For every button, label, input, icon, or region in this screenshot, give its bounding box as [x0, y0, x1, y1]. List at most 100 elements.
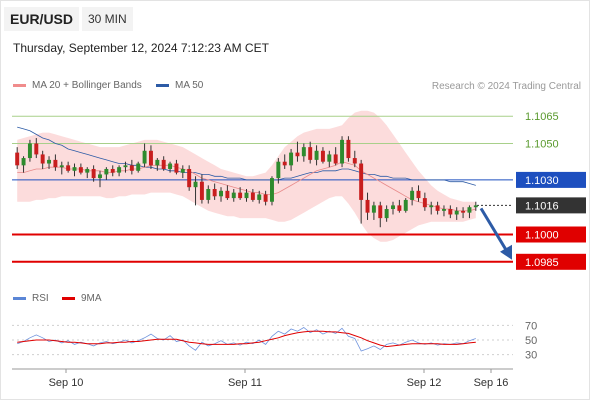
candle-body	[282, 161, 287, 166]
timeframe-button[interactable]: 30 MIN	[82, 7, 133, 31]
candle-body	[129, 165, 134, 171]
candle	[282, 154, 287, 169]
candle	[129, 159, 134, 175]
legend-ma50: MA 50	[156, 80, 203, 91]
level-tag-1.1030: 1.1030	[516, 171, 586, 188]
candle-body	[333, 154, 338, 164]
forecast-arrow-shaft	[479, 207, 508, 251]
candle	[378, 201, 383, 228]
candle	[435, 201, 440, 215]
candle-body	[225, 190, 230, 199]
candle-body	[403, 199, 408, 211]
candle-body	[27, 143, 32, 159]
candle	[161, 156, 166, 171]
candle	[403, 198, 408, 213]
candle-body	[34, 143, 39, 155]
candle	[346, 136, 351, 162]
level-label: 1.1016	[525, 200, 559, 212]
candle-body	[340, 139, 345, 164]
candle	[168, 161, 173, 173]
candle	[250, 189, 255, 202]
level-tag-1.0985: 1.0985	[516, 253, 586, 270]
candle	[429, 201, 434, 215]
candle	[441, 205, 446, 217]
candle	[270, 176, 274, 206]
candle	[72, 163, 77, 177]
candle	[359, 159, 364, 224]
candle	[371, 201, 376, 220]
candle	[174, 159, 179, 175]
candle-body	[263, 194, 268, 202]
candle-body	[454, 210, 459, 215]
candle	[454, 207, 459, 220]
candle-body	[327, 154, 332, 162]
candle-body	[98, 174, 102, 179]
legend-ma50-label: MA 50	[175, 80, 204, 91]
candle-body	[78, 167, 83, 173]
candle	[333, 147, 338, 166]
rsi-tick-label: 70	[525, 320, 537, 332]
candle	[461, 207, 466, 219]
candle-body	[441, 209, 446, 211]
candle	[40, 150, 45, 169]
rsi-line	[17, 327, 476, 352]
bollinger-band	[17, 110, 476, 242]
candle	[117, 165, 122, 177]
candle	[59, 161, 64, 175]
candle	[206, 185, 211, 204]
candle	[104, 167, 109, 180]
candle	[397, 199, 402, 213]
candle-body	[359, 163, 364, 200]
candle	[148, 145, 153, 169]
forecast-arrow-head	[500, 244, 512, 260]
candle-body	[199, 181, 204, 200]
candle-body	[15, 152, 20, 166]
candle-body	[473, 205, 478, 208]
candle	[295, 141, 300, 162]
candle-body	[416, 190, 421, 199]
pair-label: EUR/USD	[4, 7, 80, 31]
candle	[123, 161, 128, 173]
candle	[410, 187, 415, 206]
candle	[340, 136, 345, 168]
candle	[193, 176, 198, 206]
candle-body	[123, 165, 128, 168]
candle-body	[276, 161, 281, 179]
legend-9ma-label: 9MA	[81, 293, 102, 304]
candle	[91, 165, 96, 182]
candle-body	[161, 159, 166, 169]
x-tick-label: Sep 10	[49, 377, 84, 389]
candle-body	[104, 168, 109, 175]
candle	[276, 158, 281, 184]
candle	[66, 161, 71, 173]
candle	[448, 205, 453, 219]
candle	[78, 163, 83, 175]
candle-body	[187, 168, 192, 188]
candle-body	[250, 192, 255, 200]
level-tag-bg	[516, 253, 586, 270]
candle-body	[295, 152, 300, 157]
level-tag-1.1016: 1.1016	[516, 197, 586, 214]
level-label: 1.0985	[525, 257, 559, 269]
ma50-swatch	[156, 83, 169, 87]
ma50-line	[17, 126, 476, 186]
candle-body	[206, 189, 211, 200]
level-tag-1.1000: 1.1000	[516, 226, 586, 243]
level-tag-1.1050: 1.1050	[525, 139, 559, 151]
ma20-swatch	[13, 83, 26, 87]
candle	[365, 192, 370, 220]
candle	[320, 147, 325, 164]
candle-body	[212, 189, 217, 197]
candle	[416, 185, 421, 202]
candle-body	[66, 165, 71, 171]
level-label: 1.1050	[525, 139, 559, 151]
candle-body	[435, 205, 440, 211]
level-tag-bg	[516, 171, 586, 188]
candle	[263, 190, 268, 206]
candle-body	[136, 163, 141, 171]
candle-body	[168, 163, 173, 169]
legend-ma20-label: MA 20 + Bollinger Bands	[32, 80, 142, 91]
x-tick-label: Sep 11	[228, 377, 262, 389]
legend-rsi: RSI	[13, 293, 49, 304]
